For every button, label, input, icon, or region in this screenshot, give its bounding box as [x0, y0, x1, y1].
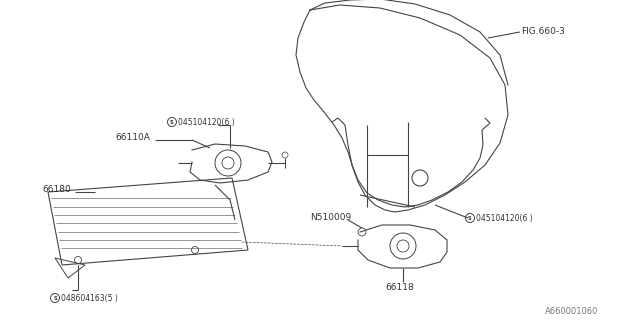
- Text: 045104120(6 ): 045104120(6 ): [178, 117, 235, 126]
- Text: A660001060: A660001060: [545, 308, 598, 316]
- Text: S: S: [53, 295, 57, 300]
- Text: FIG.660-3: FIG.660-3: [521, 28, 565, 36]
- Text: 66180: 66180: [42, 186, 71, 195]
- Text: 045104120(6 ): 045104120(6 ): [476, 213, 532, 222]
- Text: N510009: N510009: [310, 213, 351, 222]
- Text: S: S: [170, 119, 174, 124]
- Text: 66118: 66118: [385, 284, 413, 292]
- Text: 048604163(5 ): 048604163(5 ): [61, 293, 118, 302]
- Text: 66110A: 66110A: [115, 133, 150, 142]
- Text: S: S: [468, 215, 472, 220]
